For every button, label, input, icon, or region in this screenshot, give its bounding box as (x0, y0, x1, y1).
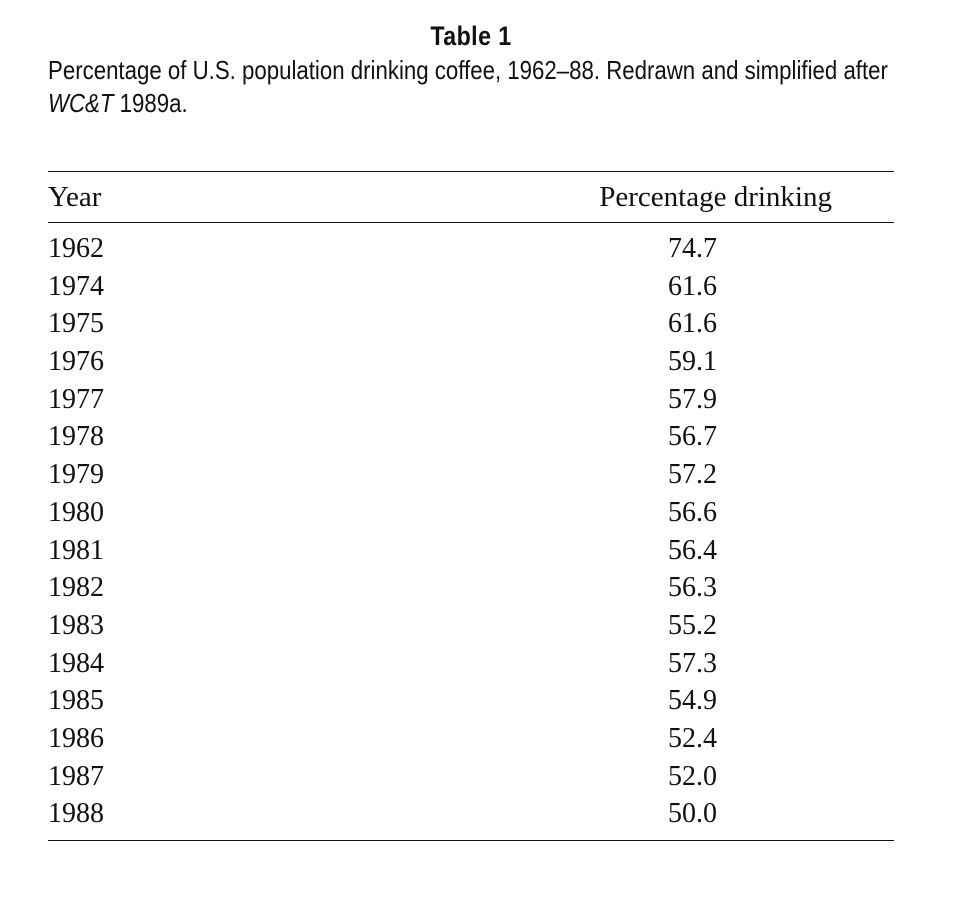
column-header-percentage: Percentage drinking (599, 181, 832, 213)
cell-percentage: 52.4 (668, 722, 717, 754)
table-row: 1983 55.2 (48, 607, 894, 645)
table-row: 1985 54.9 (48, 682, 894, 720)
table-row: 1980 56.6 (48, 494, 894, 532)
cell-percentage: 56.4 (668, 534, 717, 566)
table-row: 1981 56.4 (48, 532, 894, 570)
table-row: 1978 56.7 (48, 418, 894, 456)
cell-year: 1981 (48, 534, 104, 566)
table-row: 1988 50.0 (48, 795, 894, 833)
cell-year: 1988 (48, 798, 104, 830)
cell-percentage: 57.3 (668, 647, 717, 679)
cell-year: 1984 (48, 647, 104, 679)
cell-year: 1986 (48, 722, 104, 754)
cell-year: 1962 (48, 233, 104, 264)
cell-year: 1978 (48, 421, 104, 453)
table-body: 1962 74.7 1974 61.6 1975 61.6 1976 59.1 1977… (48, 230, 894, 833)
table-row: 1977 57.9 (48, 381, 894, 419)
table-row: 1984 57.3 (48, 645, 894, 683)
cell-percentage: 59.1 (668, 346, 717, 378)
table-header-rule (48, 222, 894, 223)
table-row: 1979 57.2 (48, 456, 894, 494)
cell-year: 1985 (48, 685, 104, 717)
document: Table 1 Percentage of U.S. population dr… (48, 18, 894, 841)
cell-year: 1974 (48, 270, 104, 302)
cell-percentage: 57.2 (668, 459, 717, 491)
caption-source: WC&T (48, 88, 114, 118)
cell-percentage: 52.0 (668, 760, 717, 792)
cell-percentage: 57.9 (668, 383, 717, 415)
cell-percentage: 61.6 (668, 308, 717, 340)
cell-year: 1975 (48, 308, 104, 340)
cell-year: 1976 (48, 346, 104, 378)
cell-year: 1983 (48, 609, 104, 641)
table-row: 1982 56.3 (48, 569, 894, 607)
table-label: Table 1 (430, 21, 512, 51)
cell-year: 1982 (48, 572, 104, 604)
table-row: 1987 52.0 (48, 758, 894, 796)
table-row: 1962 74.7 (48, 230, 894, 268)
caption-text: Percentage of U.S. population drinking c… (48, 55, 888, 85)
table-caption: Percentage of U.S. population drinking c… (48, 54, 894, 120)
cell-percentage: 56.6 (668, 496, 717, 528)
table-row: 1974 61.6 (48, 268, 894, 306)
table-bottom-rule (48, 840, 894, 841)
table-row: 1975 61.6 (48, 305, 894, 343)
table-top-rule (48, 171, 894, 172)
cell-percentage: 54.9 (668, 685, 717, 717)
cell-percentage: 56.7 (668, 421, 717, 453)
cell-percentage: 56.3 (668, 572, 717, 604)
table-row: 1986 52.4 (48, 720, 894, 758)
column-header-year: Year (48, 181, 102, 213)
caption-text-end: 1989a. (113, 88, 188, 118)
cell-year: 1979 (48, 459, 104, 491)
cell-year: 1980 (48, 496, 104, 528)
cell-year: 1987 (48, 760, 104, 792)
cell-percentage: 61.6 (668, 270, 717, 302)
cell-year: 1977 (48, 383, 104, 415)
cell-percentage: 74.7 (668, 233, 717, 264)
cell-percentage: 50.0 (668, 798, 717, 830)
table-header: Year Percentage drinking (48, 177, 894, 217)
table-row: 1976 59.1 (48, 343, 894, 381)
cell-percentage: 55.2 (668, 609, 717, 641)
